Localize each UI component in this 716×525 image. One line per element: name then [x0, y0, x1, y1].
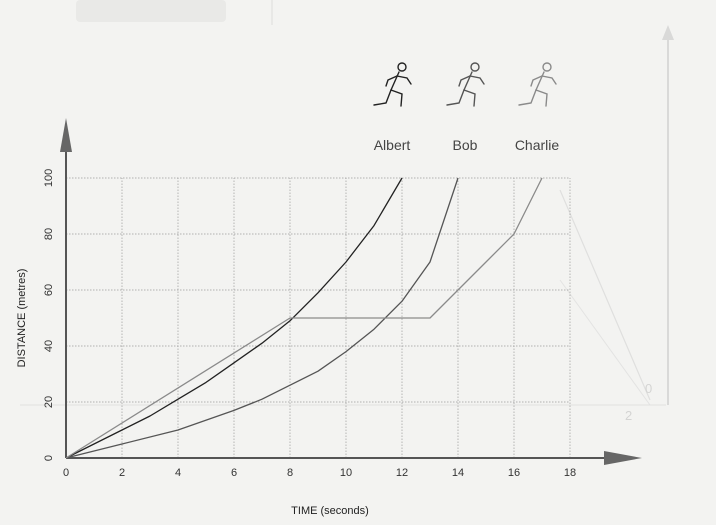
series-line-bob [65, 177, 459, 459]
legend-label-charlie: Charlie [515, 137, 560, 153]
x-tick-label: 2 [119, 467, 125, 479]
legend-label-bob: Bob [453, 137, 478, 153]
y-tick-label: 100 [43, 169, 55, 187]
series-line-charlie [65, 177, 543, 459]
y-axis-label: DISTANCE (metres) [16, 269, 28, 368]
y-tick-label: 20 [43, 396, 55, 408]
x-tick-label: 14 [452, 467, 464, 479]
grid [66, 177, 571, 458]
y-axis-arrow-icon [60, 118, 72, 152]
x-tick-label: 0 [63, 467, 69, 479]
legend-label-albert: Albert [374, 137, 411, 153]
y-tick-label: 60 [43, 284, 55, 296]
y-tick-label: 40 [43, 340, 55, 352]
series-line-albert [65, 177, 403, 459]
running-person-icon [446, 62, 485, 107]
tick-labels: 0 2 4 6 8 10 12 14 16 18 0 20 40 60 80 100 [43, 169, 576, 479]
x-tick-label: 6 [231, 467, 237, 479]
background-artifacts: 0 2 [20, 0, 674, 423]
x-tick-label: 8 [287, 467, 293, 479]
x-tick-label: 12 [396, 467, 408, 479]
x-axis-arrow-icon [604, 451, 642, 465]
legend: Albert Bob Charlie [373, 62, 560, 153]
y-tick-label: 0 [43, 455, 55, 461]
running-person-icon [518, 62, 557, 107]
x-tick-label: 4 [175, 467, 181, 479]
running-person-icon [373, 62, 412, 107]
y-tick-label: 80 [43, 228, 55, 240]
ghost-text: 0 [645, 381, 652, 396]
x-axis-label: TIME (seconds) [291, 505, 369, 517]
x-tick-label: 18 [564, 467, 576, 479]
x-tick-label: 16 [508, 467, 520, 479]
x-tick-label: 10 [340, 467, 352, 479]
series-group [65, 177, 543, 459]
ghost-text: 2 [625, 408, 632, 423]
